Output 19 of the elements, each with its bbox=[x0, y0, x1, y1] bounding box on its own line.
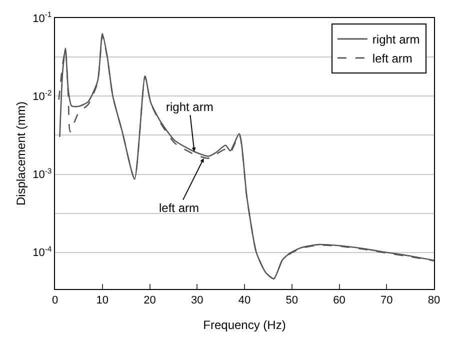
x-tick-label: 50 bbox=[286, 294, 298, 306]
x-tick-label: 60 bbox=[333, 294, 346, 306]
y-tick-label: 10$^{-4}$ bbox=[32, 244, 52, 260]
y-tick-label: 10$^{-2}$ bbox=[32, 88, 52, 103]
x-axis-title: Frequency (Hz) bbox=[203, 318, 286, 332]
annotation: left arm bbox=[159, 201, 200, 215]
legend-label: left arm bbox=[372, 52, 412, 66]
annotation: right arm bbox=[166, 100, 214, 114]
y-axis-title: Displacement (mm) bbox=[14, 101, 28, 206]
legend-label: right arm bbox=[372, 32, 420, 47]
x-tick-label: 40 bbox=[238, 294, 251, 306]
y-tick-label: 10$^{-1}$ bbox=[32, 10, 52, 25]
y-tick-label: 10$^{-3}$ bbox=[32, 166, 52, 182]
x-tick-label: 20 bbox=[144, 294, 156, 306]
x-tick-label: 0 bbox=[52, 294, 58, 306]
x-tick-label: 30 bbox=[191, 294, 204, 306]
x-tick-label: 80 bbox=[428, 294, 440, 306]
x-tick-label: 70 bbox=[380, 294, 393, 306]
x-tick-label: 10 bbox=[96, 294, 109, 306]
